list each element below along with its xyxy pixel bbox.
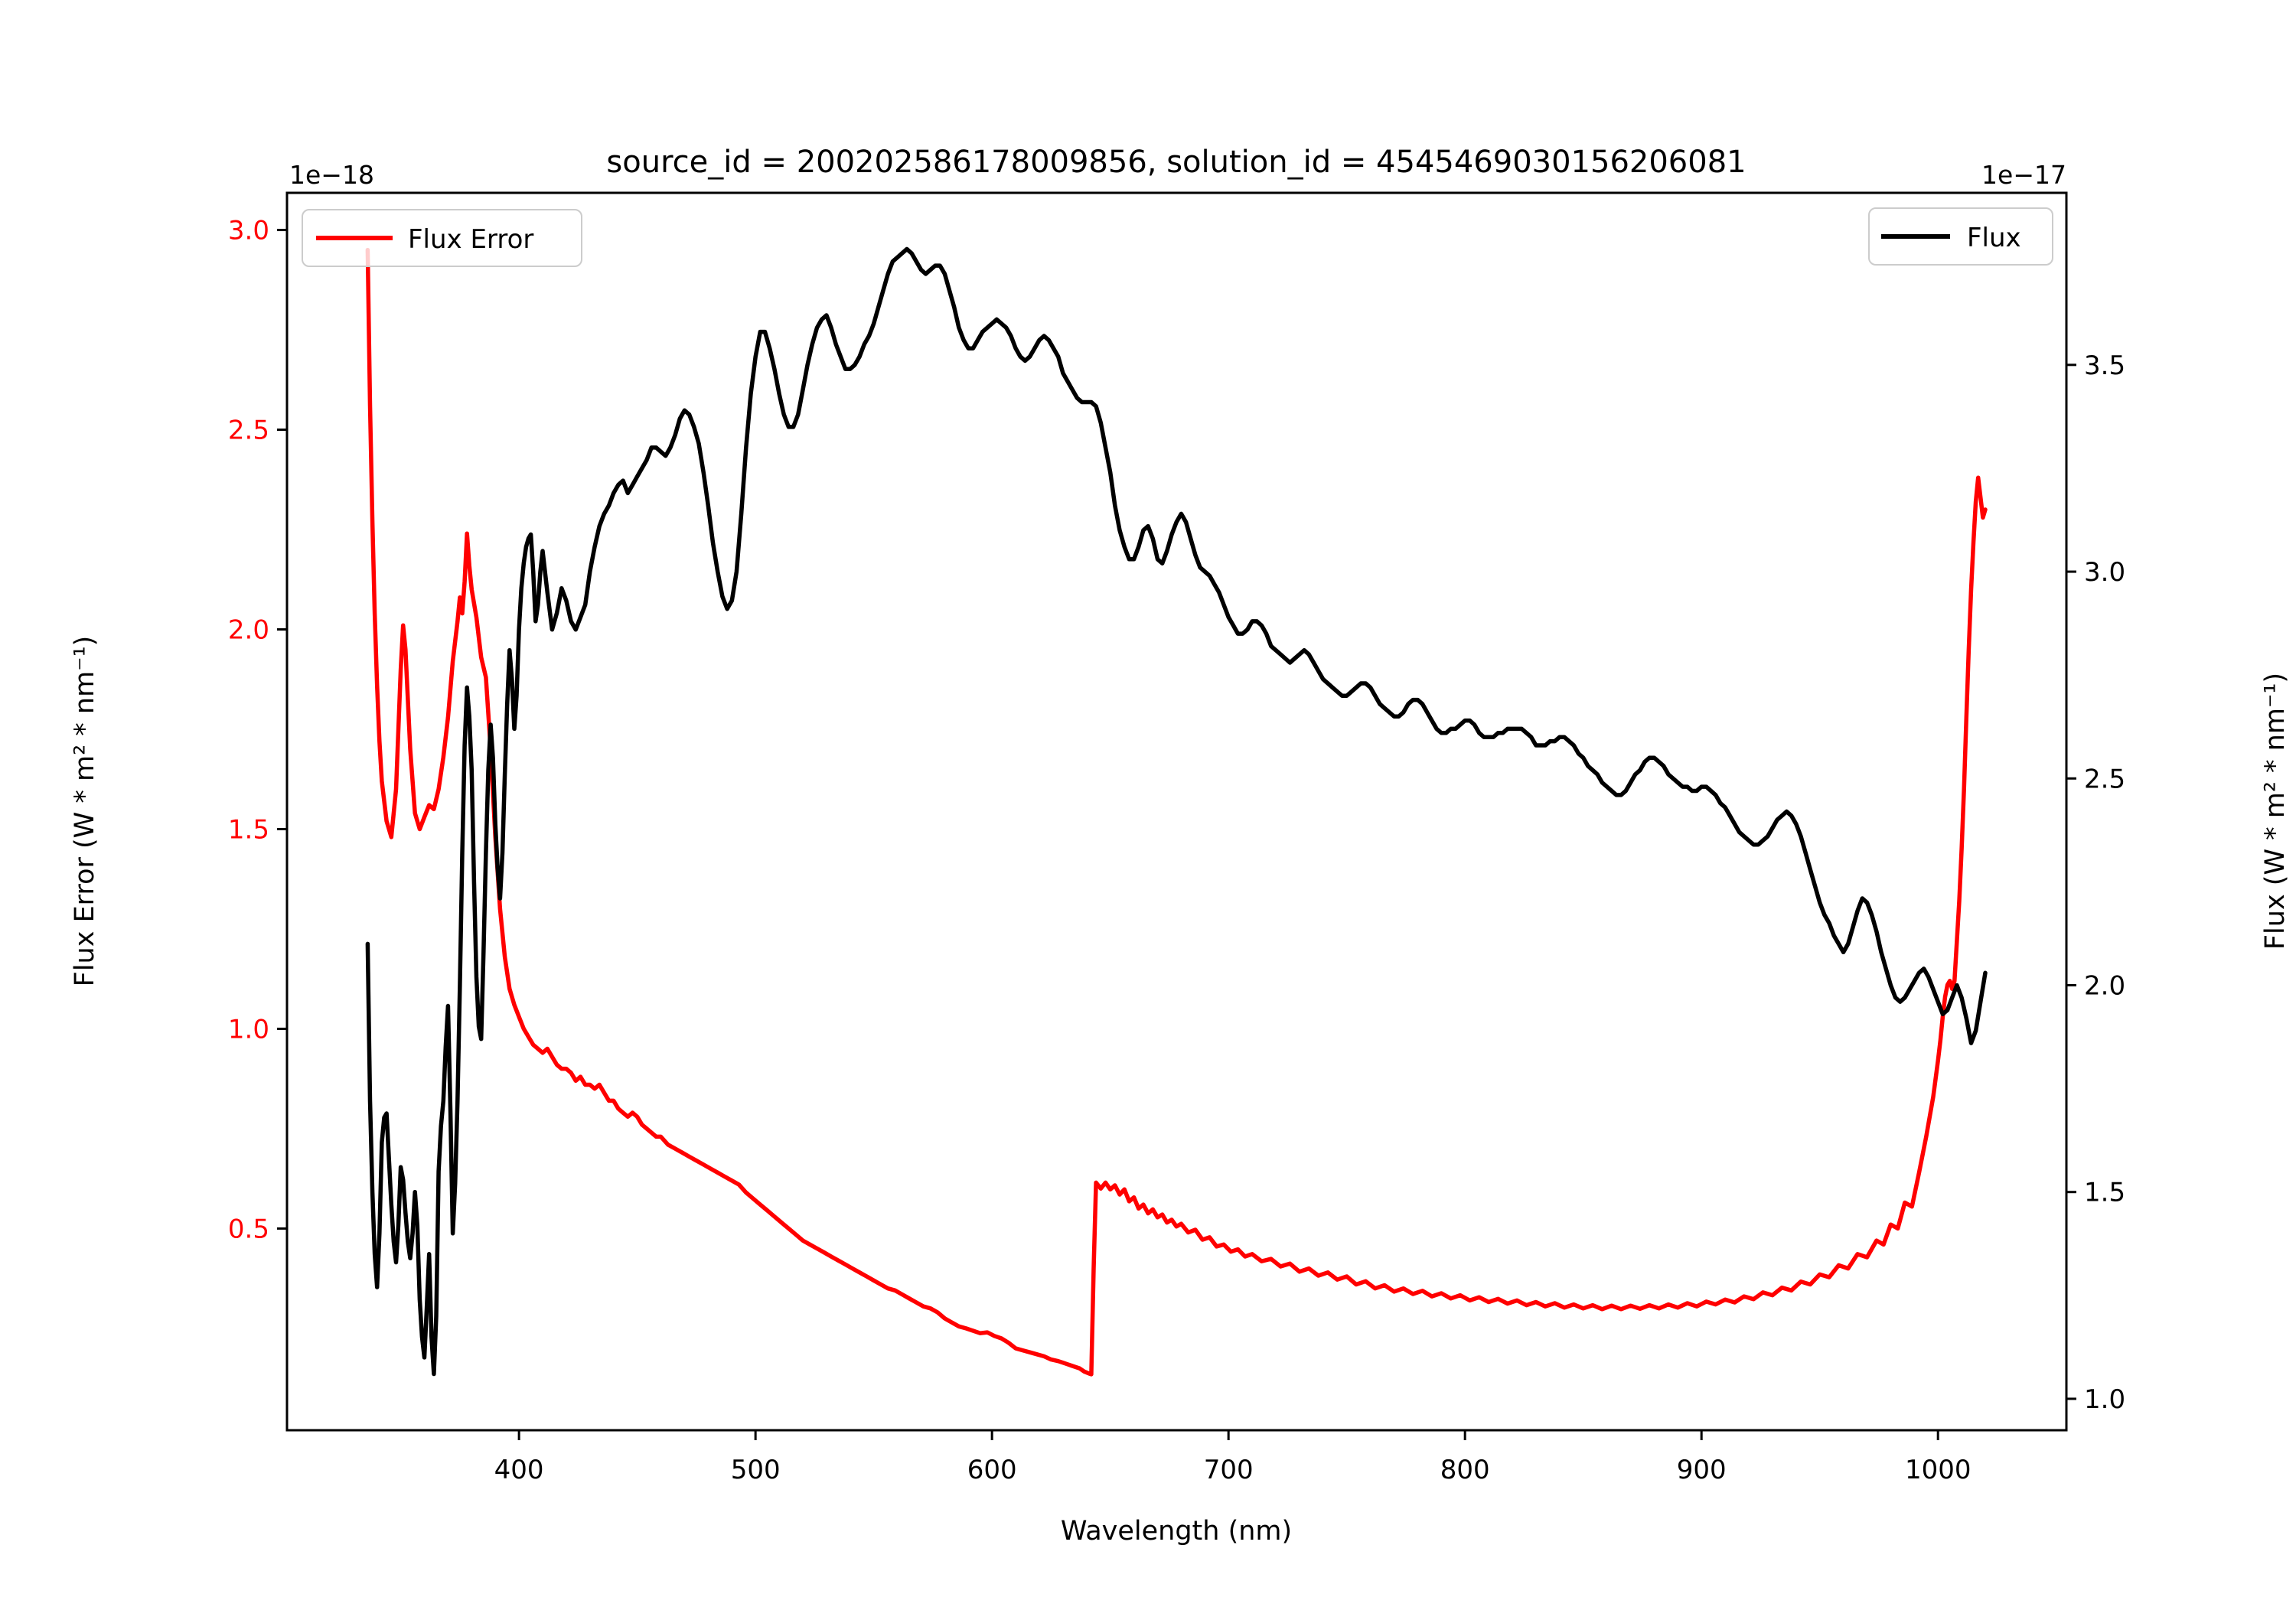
flux-line (365, 246, 1988, 1377)
x-tick-label: 800 (1440, 1455, 1490, 1485)
right-y-tick-label: 3.5 (2084, 350, 2125, 381)
left-y-tick-label: 2.0 (228, 614, 269, 645)
x-tick-label: 1000 (1905, 1455, 1971, 1485)
left-axis-ticks: 0.5 1.0 1.5 2.0 2.5 3.0 (228, 216, 287, 1244)
right-y-tick-label: 2.0 (2084, 970, 2125, 1001)
left-y-axis-label: Flux Error (W * m² * nm⁻¹) (70, 636, 100, 987)
legend-box (1868, 207, 2053, 266)
x-axis-label: Wavelength (nm) (1061, 1516, 1292, 1547)
right-y-axis-label: Flux (W * m² * nm⁻¹) (2260, 673, 2291, 950)
chart-title: source_id = 200202586178009856, solution… (606, 145, 1746, 180)
left-y-tick-label: 1.5 (228, 814, 269, 845)
x-tick-label: 900 (1677, 1455, 1727, 1485)
legend-box (302, 209, 582, 267)
x-tick-label: 700 (1204, 1455, 1254, 1485)
series-lines (365, 246, 1988, 1377)
right-y-tick-label: 3.0 (2084, 557, 2125, 588)
x-tick-label: 600 (967, 1455, 1017, 1485)
x-tick-label: 400 (494, 1455, 544, 1485)
left-y-tick-label: 0.5 (228, 1214, 269, 1244)
x-axis-ticks: 400 500 600 700 800 900 1000 (494, 1430, 1971, 1485)
flux-error-line (365, 247, 1988, 1377)
right-y-tick-label: 1.0 (2084, 1384, 2125, 1415)
left-y-tick-label: 1.0 (228, 1014, 269, 1045)
left-y-tick-label: 3.0 (228, 216, 269, 246)
right-axis-offset-text: 1e−17 (1981, 160, 2066, 190)
legend-flux: Flux (1868, 207, 2053, 266)
right-y-tick-label: 2.5 (2084, 764, 2125, 794)
legend-label: Flux (1967, 223, 2021, 253)
right-y-tick-label: 1.5 (2084, 1178, 2125, 1208)
legend-flux-error: Flux Error (302, 209, 582, 267)
legend-label: Flux Error (408, 224, 533, 255)
plot-frame (285, 191, 2068, 1432)
left-axis-offset-text: 1e−18 (289, 160, 374, 190)
right-axis-ticks: 1.0 1.5 2.0 2.5 3.0 3.5 (2066, 350, 2125, 1415)
left-y-tick-label: 2.5 (228, 416, 269, 446)
x-tick-label: 500 (731, 1455, 781, 1485)
